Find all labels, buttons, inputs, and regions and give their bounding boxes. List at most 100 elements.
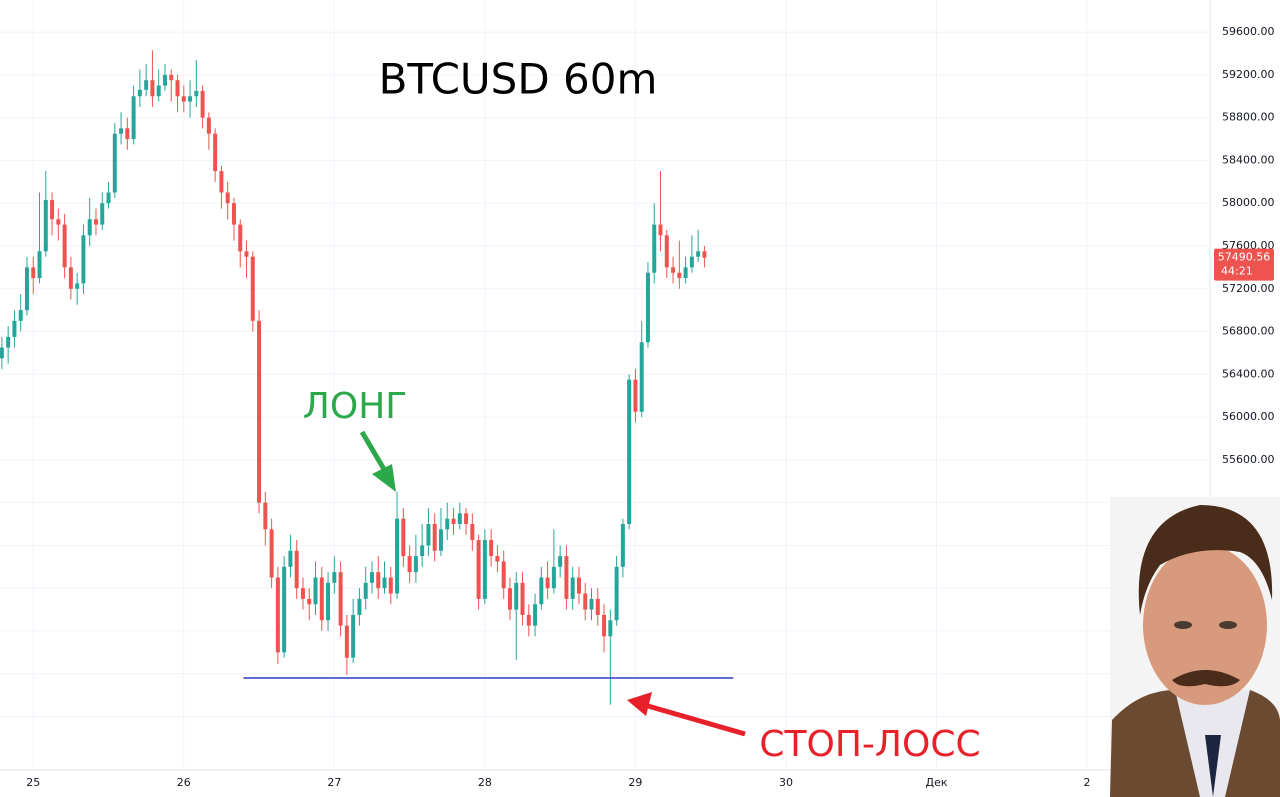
candle-body	[357, 598, 362, 615]
candle-body	[614, 566, 619, 621]
x-tick-label: 30	[779, 776, 793, 789]
y-tick-label: 58000.00	[1222, 196, 1275, 209]
candle-body	[332, 572, 337, 583]
candle-body	[319, 577, 324, 621]
candle-body	[595, 598, 600, 615]
candle-body	[551, 566, 556, 589]
candle-body	[213, 133, 218, 172]
candle-body	[633, 379, 638, 412]
candle-body	[43, 199, 48, 252]
candle-body	[620, 524, 625, 567]
candle-body	[125, 128, 130, 140]
candle-body	[702, 251, 707, 258]
mustache	[1172, 670, 1240, 687]
candle-body	[326, 582, 331, 621]
candle-body	[457, 513, 462, 525]
x-tick-label: 29	[628, 776, 642, 789]
candle-body	[219, 171, 224, 193]
candle-body	[558, 556, 563, 567]
x-tick-label: 26	[177, 776, 191, 789]
candle-body	[658, 224, 663, 236]
candle-body	[464, 513, 469, 525]
candle-body	[37, 251, 42, 279]
candle-body	[200, 90, 205, 118]
candle-body	[539, 577, 544, 605]
candle-body	[526, 614, 531, 626]
candle-body	[269, 529, 274, 578]
candle-body	[206, 117, 211, 134]
candle-body	[338, 572, 343, 626]
candle-body	[31, 267, 36, 279]
candle-body	[282, 566, 287, 653]
candle-body	[156, 85, 161, 97]
candle-body	[68, 267, 73, 289]
candle-body	[188, 96, 193, 102]
candle-body	[645, 272, 650, 343]
candle-body	[476, 540, 481, 599]
candle-body	[533, 604, 538, 626]
candle-body	[696, 251, 701, 257]
candle-body	[24, 267, 29, 311]
candle-body	[445, 518, 450, 530]
x-tick-label: 25	[26, 776, 40, 789]
x-tick-label: 27	[327, 776, 341, 789]
y-tick-label: 59600.00	[1222, 25, 1275, 38]
candle-body	[351, 614, 356, 658]
candle-body	[438, 529, 443, 551]
price-tag-value: 57490.56	[1218, 251, 1271, 264]
arrow-head	[627, 692, 652, 716]
candle-body	[470, 524, 475, 541]
candle-body	[250, 256, 255, 321]
candle-body	[489, 540, 494, 557]
candle-body	[627, 379, 632, 525]
candle-body	[395, 518, 400, 594]
candle-body	[671, 267, 676, 273]
candle-body	[244, 251, 249, 257]
long-arrow	[359, 430, 396, 492]
candle-body	[482, 540, 487, 599]
candle-body	[263, 502, 268, 530]
candle-body	[677, 272, 682, 279]
candle-body	[363, 582, 368, 599]
hair	[1138, 505, 1273, 615]
candle-body	[175, 80, 180, 97]
candle-body	[6, 336, 11, 348]
candle-body	[432, 524, 437, 551]
candle-body	[294, 550, 299, 589]
candle-body	[369, 572, 374, 583]
stop-loss-label: СТОП-ЛОСС	[759, 724, 980, 765]
candle-body	[344, 625, 349, 658]
candle-body	[664, 235, 669, 268]
candle-body	[407, 556, 412, 573]
candle-body	[162, 74, 167, 86]
price-tag-countdown: 44:21	[1221, 265, 1253, 278]
candle-body	[501, 561, 506, 589]
candle-body	[100, 203, 105, 225]
candle-body	[93, 219, 98, 225]
candle-body	[570, 577, 575, 599]
candle-body	[106, 192, 111, 204]
x-tick-label: Дек	[926, 776, 948, 789]
candle-body	[225, 192, 230, 204]
candle-body	[194, 90, 199, 97]
candle-body	[576, 577, 581, 594]
y-tick-label: 56000.00	[1222, 410, 1275, 423]
candle-body	[388, 577, 393, 594]
candle-body	[495, 556, 500, 562]
x-tick-label: 2	[1084, 776, 1091, 789]
candle-body	[56, 219, 61, 225]
candle-body	[307, 598, 312, 605]
face	[1143, 545, 1267, 705]
y-tick-label: 56400.00	[1222, 367, 1275, 380]
y-tick-label: 58800.00	[1222, 111, 1275, 124]
candle-body	[137, 89, 142, 97]
candle-body	[81, 235, 86, 284]
candle-body	[507, 588, 512, 610]
eye	[1174, 621, 1192, 629]
eye	[1219, 621, 1237, 629]
candles	[0, 50, 707, 705]
candle-body	[514, 582, 519, 610]
long-label: ЛОНГ	[303, 386, 407, 427]
candle-body	[639, 342, 644, 412]
